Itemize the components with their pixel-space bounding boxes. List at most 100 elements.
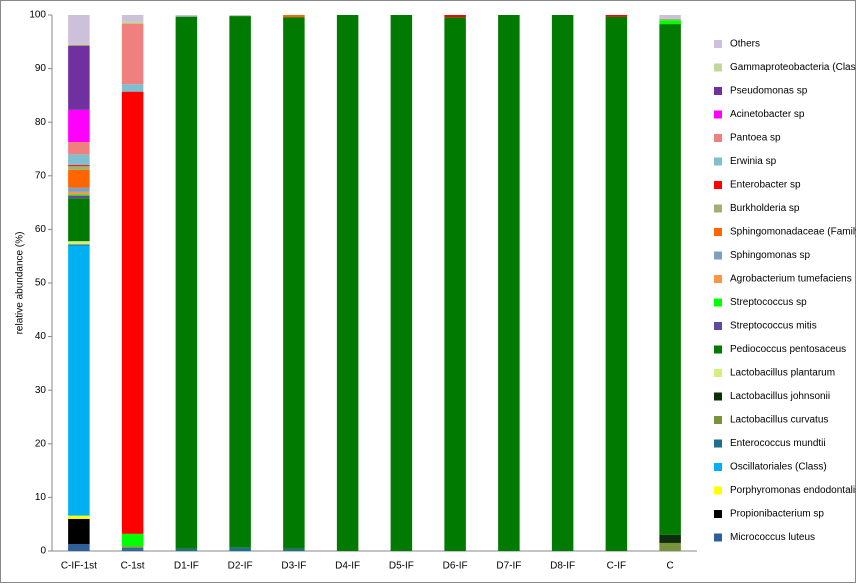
bar-segment (121, 91, 144, 534)
bar-segment (175, 16, 198, 549)
bar-segment (68, 515, 90, 519)
bar-segment (605, 16, 628, 552)
legend-swatch (714, 439, 722, 448)
x-tick-label: D7-IF (496, 561, 521, 572)
legend-label: Others (730, 39, 760, 50)
y-tick-label: 0 (40, 546, 46, 557)
legend-label: Agrobacterium tumefaciens (730, 274, 852, 285)
bar-segment (659, 534, 681, 543)
bar-segment (659, 542, 681, 551)
y-tick-label: 50 (35, 278, 47, 289)
legend-label: Enterobacter sp (730, 180, 801, 191)
bar-segment (68, 187, 90, 192)
legend-swatch (714, 369, 722, 377)
legend-swatch (714, 298, 722, 307)
bar-segment (659, 24, 681, 535)
bar-segment (68, 191, 90, 195)
bar-segment (68, 43, 90, 46)
bar-segment (121, 23, 144, 85)
bar-segment (121, 533, 144, 547)
x-tick-label: C (667, 561, 674, 572)
legend-swatch (714, 322, 722, 330)
x-tick-label: D1-IF (174, 561, 199, 572)
legend-label: Lactobacillus plantarum (730, 368, 835, 379)
bar-segment (175, 15, 198, 17)
legend-swatch (714, 510, 722, 518)
bar-segment (229, 15, 251, 17)
x-tick-label: C-IF-1st (61, 561, 97, 572)
bar-segment (121, 15, 144, 22)
x-tick-label: D3-IF (281, 561, 306, 572)
legend-label: Sphingomonadaceae (Family) (730, 227, 856, 238)
legend-label: Pediococcus pentosaceus (730, 344, 846, 355)
legend-swatch (714, 533, 722, 542)
legend-label: Pantoea sp (730, 133, 781, 144)
legend-swatch (714, 463, 722, 471)
bar-segment (68, 518, 90, 545)
x-tick-label: C-1st (121, 561, 145, 572)
bar-segment (659, 20, 681, 25)
legend-label: Micrococcus luteus (730, 532, 815, 543)
legend-label: Gammaproteobacteria (Class) (730, 62, 856, 73)
bar-segment (659, 18, 681, 21)
legend-label: Propionibacterium sp (730, 509, 824, 520)
legend-swatch (714, 204, 722, 213)
bar-segment (68, 45, 90, 110)
bar-segment (229, 547, 251, 551)
legend-label: Sphingomonas sp (730, 250, 810, 261)
bar-segment (121, 21, 144, 24)
legend-label: Porphyromonas endodontalis (730, 485, 856, 496)
bar-segment (229, 16, 251, 548)
legend-label: Enterococcus mundtii (730, 438, 826, 449)
legend-label: Burkholderia sp (730, 203, 800, 214)
bar-segment (444, 17, 466, 552)
bar-segment (68, 194, 90, 196)
legend-swatch (714, 134, 722, 142)
bar-segment (498, 15, 520, 551)
bar-segment (121, 549, 144, 551)
bar-segment (121, 84, 144, 92)
y-tick-label: 30 (35, 385, 47, 396)
bar-segment (659, 15, 681, 19)
y-tick-label: 40 (35, 331, 47, 342)
bar-segment (68, 169, 90, 188)
bar-segment (444, 15, 466, 18)
y-tick-label: 20 (35, 438, 47, 449)
legend-label: Streptococcus mitis (730, 321, 817, 332)
bar-segment (283, 15, 305, 18)
bar-segment (121, 546, 144, 548)
bar-segment (68, 165, 90, 167)
bar-segment (68, 544, 90, 551)
legend-label: Acinetobacter sp (730, 109, 805, 120)
bar-segment (283, 17, 305, 549)
legend-swatch (714, 181, 722, 189)
bar-segment (605, 15, 628, 17)
legend-swatch (714, 40, 722, 48)
legend-swatch (714, 63, 722, 72)
legend-swatch (714, 228, 722, 236)
x-tick-label: D2-IF (228, 561, 253, 572)
bar-segment (68, 109, 90, 143)
bar-segment (68, 166, 90, 170)
bar-segment (283, 548, 305, 551)
y-tick-label: 80 (35, 117, 47, 128)
bar-segment (68, 142, 90, 155)
legend-label: Streptococcus sp (730, 297, 807, 308)
legend-swatch (714, 110, 722, 119)
bar-segment (68, 241, 90, 245)
bar-segment (336, 15, 359, 551)
x-tick-label: D5-IF (389, 561, 414, 572)
legend-swatch (714, 416, 722, 424)
y-tick-label: 90 (35, 63, 47, 74)
bar-segment (68, 195, 90, 199)
legend-label: Pseudomonas sp (730, 86, 808, 97)
x-tick-label: D4-IF (335, 561, 360, 572)
y-axis-label: relative abundance (%) (15, 232, 26, 335)
bar-segment (68, 154, 90, 166)
legend-label: Oscillatoriales (Class) (730, 462, 827, 473)
legend-swatch (714, 251, 722, 260)
legend-label: Lactobacillus curvatus (730, 415, 828, 426)
legend-swatch (714, 157, 722, 166)
x-tick-label: C-IF (607, 561, 626, 572)
